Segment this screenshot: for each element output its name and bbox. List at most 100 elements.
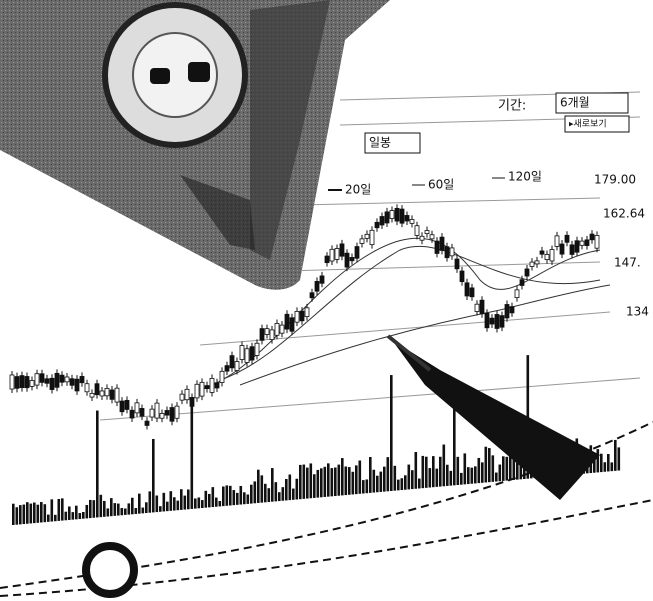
volume-bar bbox=[96, 410, 99, 518]
circle-marker bbox=[82, 542, 138, 598]
volume-bar bbox=[131, 497, 134, 515]
volume-bar bbox=[159, 506, 162, 512]
candle-body bbox=[484, 312, 490, 329]
volume-bar bbox=[180, 489, 183, 510]
interval-select[interactable] bbox=[364, 132, 421, 154]
period-label: 기간: bbox=[498, 99, 526, 114]
volume-bar bbox=[173, 497, 176, 511]
candle-body bbox=[274, 323, 280, 336]
volume-bar bbox=[596, 449, 600, 473]
volume-bar bbox=[215, 497, 218, 507]
volume-bar bbox=[432, 456, 435, 488]
volume-bar bbox=[15, 507, 19, 525]
volume-bar bbox=[299, 464, 302, 500]
volume-bar bbox=[222, 486, 225, 507]
candle-body bbox=[514, 289, 520, 299]
volume-bar bbox=[362, 480, 365, 494]
period-select[interactable] bbox=[555, 92, 629, 114]
candle-body bbox=[409, 219, 415, 224]
candle-body bbox=[114, 387, 120, 403]
candle-body bbox=[339, 243, 345, 257]
candle-body bbox=[584, 239, 590, 246]
candle-body bbox=[354, 246, 360, 259]
volume-bar bbox=[610, 462, 614, 472]
volume-bar bbox=[383, 466, 386, 492]
candle-body bbox=[19, 375, 25, 389]
candle-body bbox=[134, 402, 140, 414]
volume-bar bbox=[246, 494, 250, 504]
candles bbox=[9, 204, 600, 430]
volume-bar bbox=[120, 508, 124, 516]
candle-body bbox=[109, 389, 115, 400]
candle-body bbox=[389, 210, 395, 219]
volume-bar bbox=[498, 464, 502, 482]
volume-bar bbox=[369, 457, 372, 493]
volume-bar bbox=[236, 492, 239, 505]
volume-bar bbox=[85, 504, 89, 519]
price-label: 179.00 bbox=[594, 173, 636, 187]
volume-bar bbox=[397, 479, 400, 491]
volume-bar bbox=[278, 492, 281, 502]
candle-body bbox=[524, 268, 530, 277]
candle-body bbox=[144, 420, 150, 426]
volume-bar bbox=[134, 508, 138, 514]
candle-body bbox=[289, 317, 295, 332]
volume-bar bbox=[344, 466, 348, 496]
legend: 20일 60일 120일 bbox=[328, 170, 542, 197]
volume-bar bbox=[418, 478, 421, 489]
candle-body bbox=[74, 378, 80, 392]
candle-body bbox=[174, 405, 180, 419]
volume-bar bbox=[285, 479, 288, 501]
volume-bar bbox=[267, 488, 271, 503]
volume-bar bbox=[505, 456, 509, 481]
candle-body bbox=[334, 248, 340, 260]
price-label: 147. bbox=[614, 256, 641, 270]
volume-bar bbox=[253, 481, 257, 504]
volume-bar bbox=[600, 453, 603, 473]
legend-item: 60일 bbox=[428, 178, 454, 192]
volume-bar bbox=[386, 457, 390, 492]
candle-body bbox=[54, 372, 60, 388]
candle-body bbox=[344, 252, 350, 268]
volume-bar bbox=[183, 495, 187, 510]
candle-body bbox=[259, 328, 265, 341]
candle-body bbox=[434, 240, 440, 254]
volume-bar bbox=[288, 474, 292, 501]
volume-bar bbox=[337, 464, 341, 496]
candle-body bbox=[34, 373, 40, 386]
candle-body bbox=[374, 221, 380, 229]
volume-bar bbox=[477, 457, 481, 484]
candle-body bbox=[414, 225, 420, 236]
candle-body bbox=[84, 383, 90, 393]
candle-body bbox=[264, 328, 270, 335]
volume-bar bbox=[225, 485, 229, 506]
volume-bar bbox=[19, 505, 22, 525]
volume-bar bbox=[365, 479, 369, 494]
volume-bar bbox=[271, 468, 274, 502]
candle-body bbox=[229, 355, 235, 369]
volume-bar bbox=[274, 482, 278, 502]
volume-bar bbox=[460, 472, 463, 485]
volume-bar bbox=[99, 494, 103, 518]
candle-body bbox=[79, 376, 85, 384]
volume-bar bbox=[187, 489, 190, 510]
candle-body bbox=[249, 346, 255, 361]
volume-bar bbox=[89, 499, 92, 519]
candle-body bbox=[404, 215, 410, 222]
volume-bar bbox=[617, 447, 621, 471]
candle-body bbox=[379, 216, 385, 226]
volume-bar bbox=[502, 456, 505, 481]
volume-bar bbox=[106, 508, 110, 517]
volume-bar bbox=[127, 503, 131, 515]
volume-bar bbox=[57, 498, 61, 521]
volume-bar bbox=[22, 504, 26, 525]
volume-bar bbox=[68, 506, 71, 520]
volume-bar bbox=[470, 467, 474, 484]
volume-bar bbox=[313, 474, 316, 498]
refresh-button[interactable] bbox=[564, 115, 630, 133]
volume-bar bbox=[474, 466, 477, 484]
candle-body bbox=[139, 408, 145, 417]
volume-bar bbox=[47, 514, 50, 522]
candle-body bbox=[124, 399, 130, 410]
